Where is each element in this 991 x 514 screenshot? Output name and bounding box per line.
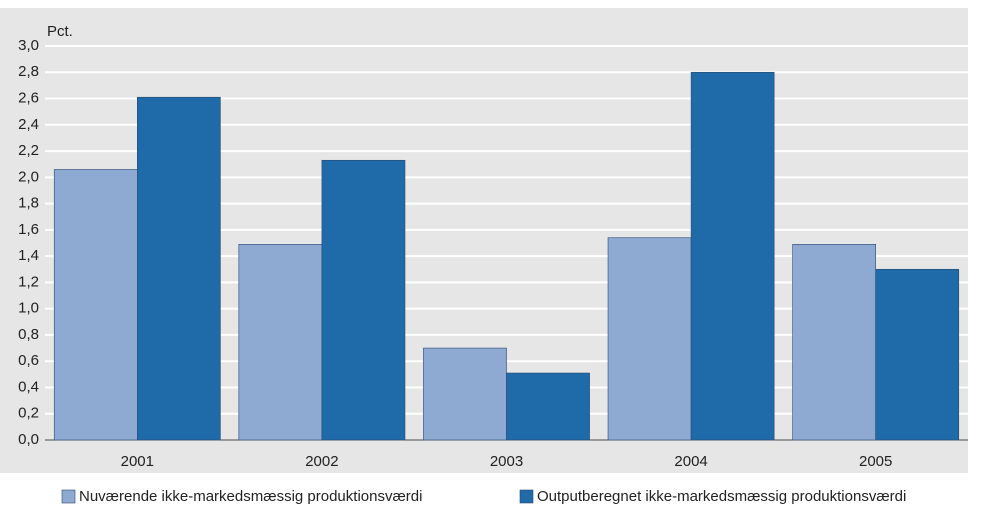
y-tick-label: 2,6: [18, 90, 39, 107]
bar: [875, 268, 960, 441]
y-tick-label: 3,0: [18, 37, 39, 54]
y-tick-label: 0,4: [18, 378, 39, 395]
bar: [792, 244, 877, 441]
bar: [53, 169, 138, 441]
y-tick-label: 2,8: [18, 63, 39, 80]
bar: [321, 159, 406, 441]
y-tick-label: 2,0: [18, 168, 39, 185]
y-tick-label: 1,4: [18, 247, 39, 264]
x-tick-label: 2004: [674, 453, 707, 470]
bar: [506, 372, 590, 441]
legend-swatch: [61, 489, 76, 504]
y-tick-label: 2,4: [18, 116, 39, 133]
y-tick-label: 1,6: [18, 221, 39, 238]
y-tick-label: 0,8: [18, 326, 39, 343]
x-tick-label: 2002: [305, 453, 338, 470]
x-tick-label: 2003: [490, 453, 523, 470]
bar: [423, 347, 507, 441]
bar: [238, 244, 323, 441]
x-tick-label: 2001: [121, 453, 154, 470]
y-axis-label: Pct.: [47, 23, 73, 40]
legend-label: Nuværende ikke-markedsmæssig produktions…: [79, 488, 422, 505]
y-tick-label: 0,2: [18, 405, 39, 422]
legend-swatch: [519, 489, 534, 504]
bar: [137, 96, 221, 441]
y-tick-label: 0,0: [18, 431, 39, 448]
y-tick-label: 1,2: [18, 273, 39, 290]
y-tick-label: 2,2: [18, 142, 39, 159]
bar: [607, 237, 692, 441]
y-tick-label: 1,8: [18, 195, 39, 212]
legend-label: Outputberegnet ikke-markedsmæssig produk…: [537, 488, 906, 505]
x-tick-label: 2005: [859, 453, 892, 470]
y-tick-label: 0,6: [18, 352, 39, 369]
y-tick-label: 1,0: [18, 300, 39, 317]
bar: [690, 71, 775, 441]
